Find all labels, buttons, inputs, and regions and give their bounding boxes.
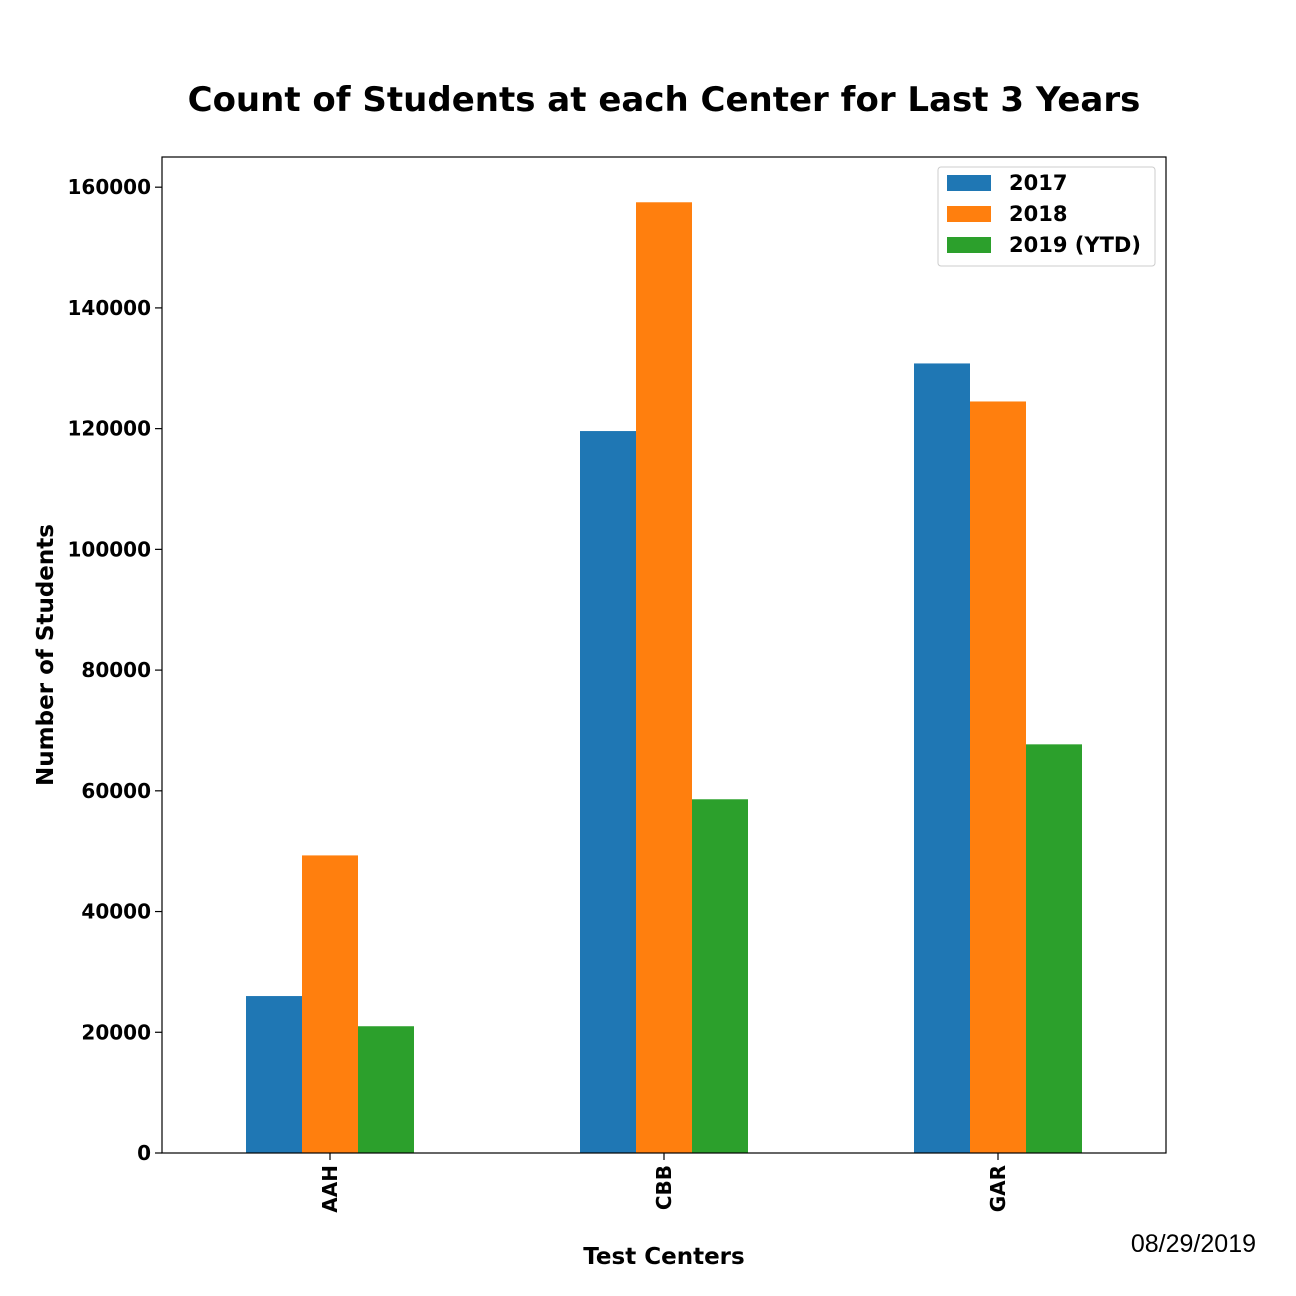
legend-label: 2017 — [1009, 171, 1067, 195]
x-tick-label-aah: AAH — [318, 1165, 342, 1213]
bar-cbb-2019-ytd — [692, 799, 748, 1153]
y-tick-label: 20000 — [81, 1020, 151, 1044]
x-axis-label: Test Centers — [583, 1244, 744, 1270]
y-tick-label: 40000 — [81, 900, 151, 924]
y-tick-label: 60000 — [81, 779, 151, 803]
legend-label: 2018 — [1009, 202, 1067, 226]
legend-swatch — [947, 175, 991, 191]
bar-gar-2019-ytd — [1026, 744, 1082, 1153]
y-tick-label: 140000 — [68, 296, 152, 320]
legend-box — [937, 166, 1156, 267]
plot-frame — [161, 156, 1167, 1154]
date-stamp: 08/29/2019 — [1130, 1230, 1256, 1258]
y-tick-label: 80000 — [81, 658, 151, 682]
bar-aah-2018 — [302, 855, 358, 1153]
y-tick-label: 100000 — [68, 537, 152, 561]
legend-swatch — [947, 206, 991, 222]
x-tick-label-cbb: CBB — [652, 1165, 676, 1210]
bar-cbb-2017 — [580, 431, 636, 1153]
bar-aah-2017 — [246, 996, 302, 1153]
legend-swatch — [947, 237, 991, 253]
chart-title: Count of Students at each Center for Las… — [188, 80, 1141, 120]
y-axis-label: Number of Students — [33, 524, 59, 786]
bars-group — [246, 202, 1082, 1154]
legend: 2017 2018 2019 (YTD) — [937, 166, 1156, 267]
y-tick-label: 120000 — [68, 417, 152, 441]
bar-gar-2018 — [970, 401, 1026, 1153]
bar-cbb-2018 — [636, 202, 692, 1154]
bar-aah-2019-ytd — [358, 1026, 414, 1153]
x-tick-label-gar: GAR — [986, 1165, 1010, 1212]
y-axis-ticks: 0 20000 40000 60000 80000 100000 120000 140000 1… — [68, 175, 162, 1165]
x-axis-ticks: AAH CBB GAR — [318, 1153, 1010, 1213]
y-tick-label: 160000 — [68, 175, 152, 199]
y-tick-label: 0 — [137, 1141, 151, 1165]
bar-gar-2017 — [914, 363, 970, 1154]
legend-label: 2019 (YTD) — [1009, 233, 1141, 257]
